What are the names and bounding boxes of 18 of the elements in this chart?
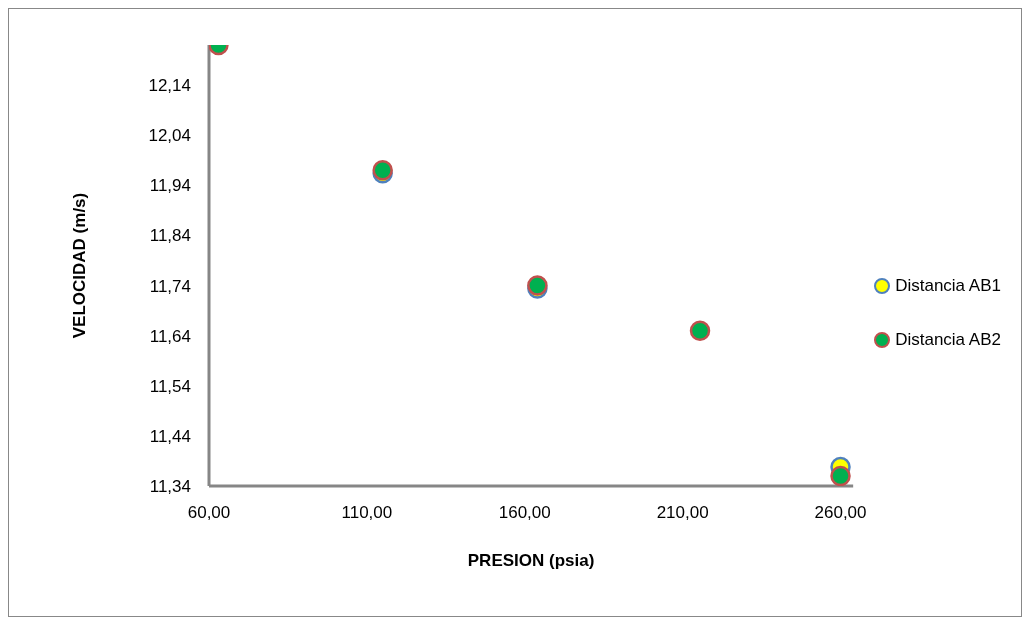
y-tick-label: 11,84 xyxy=(149,226,191,246)
legend-label: Distancia AB2 xyxy=(895,328,1001,351)
y-axis-title: VELOCIDAD (m/s) xyxy=(70,192,90,339)
y-tick-label: 12,14 xyxy=(148,76,191,96)
x-axis-title: PRESION (psia) xyxy=(467,551,595,570)
y-tick-label: 11,74 xyxy=(149,276,191,296)
y-tick-label: 12,04 xyxy=(148,126,191,146)
x-tick-label: 160,00 xyxy=(498,503,551,523)
x-tick-label: 110,00 xyxy=(341,503,393,523)
x-tick-label: 60,00 xyxy=(187,503,231,523)
x-tick-label: 210,00 xyxy=(656,503,709,523)
y-tick-label: 11,34 xyxy=(149,477,191,497)
x-tick-label: 260,00 xyxy=(814,503,867,523)
y-tick-label: 11,44 xyxy=(149,426,191,446)
y-tick-label: 11,94 xyxy=(149,176,191,196)
legend-label: Distancia AB1 xyxy=(895,274,1001,297)
y-tick-label: 11,54 xyxy=(149,376,191,396)
y-tick-label: 11,64 xyxy=(149,326,191,346)
